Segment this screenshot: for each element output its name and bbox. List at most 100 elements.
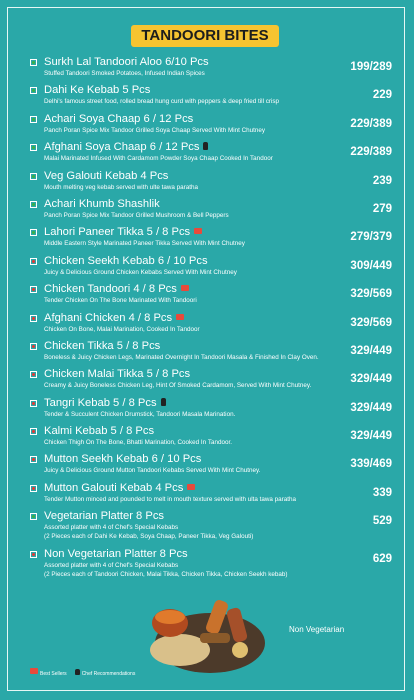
title: TANDOORI BITES xyxy=(131,25,279,47)
veg-mark xyxy=(30,115,37,123)
menu-item: Non Vegetarian Platter 8 Pcs Assorted pla… xyxy=(30,548,392,586)
item-name-text: Lahori Paneer Tikka 5 / 8 Pcs xyxy=(44,226,191,239)
menu-item: Chicken Seekh Kebab 6 / 10 Pcs Juicy & De… xyxy=(30,255,392,283)
item-name: Achari Soya Chaap 6 / 12 Pcs xyxy=(44,113,193,125)
item-price: 329/449 xyxy=(350,344,392,357)
mark-dot xyxy=(32,231,35,235)
menu-item: Tangri Kebab 5 / 8 Pcs Tender & Succulent… xyxy=(30,397,392,425)
bestseller-icon xyxy=(194,228,203,235)
nonveg-mark xyxy=(30,371,37,379)
veg-mark xyxy=(30,229,37,237)
legend-bestseller: Best Sellers xyxy=(30,668,67,677)
item-description: Delhi's famous street food, rolled bread… xyxy=(44,98,280,106)
item-description: Creamy & Juicy Boneless Chicken Leg, Hin… xyxy=(44,382,312,390)
item-description: Chicken Thigh On The Bone, Bhatti Marina… xyxy=(44,439,232,447)
item-name: Kalmi Kebab 5 / 8 Pcs xyxy=(44,425,154,437)
item-name: Achari Khumb Shashlik xyxy=(44,198,160,210)
item-price: 329/449 xyxy=(350,373,392,386)
menu-item: Dahi Ke Kebab 5 Pcs Delhi's famous street… xyxy=(30,84,392,112)
item-name-text: Chicken Tandoori 4 / 8 Pcs xyxy=(44,283,177,296)
item-note: (2 Pieces each of Tandoori Chicken, Mala… xyxy=(44,571,288,579)
legend-text: Chef Recommendations xyxy=(81,670,136,677)
item-name-text: Kalmi Kebab 5 / 8 Pcs xyxy=(44,425,155,438)
item-name: Dahi Ke Kebab 5 Pcs xyxy=(44,84,150,96)
mark-dot xyxy=(32,344,35,348)
chef-icon xyxy=(203,142,209,151)
item-name-text: Achari Khumb Shashlik xyxy=(44,197,160,210)
item-price: 309/449 xyxy=(350,259,392,272)
menu-list: Surkh Lal Tandoori Aloo 6/10 Pcs Stuffed … xyxy=(30,56,392,586)
nonveg-mark xyxy=(30,551,37,559)
menu-item: Afghani Soya Chaap 6 / 12 Pcs Malai Marin… xyxy=(30,141,392,169)
veg-mark xyxy=(30,200,37,208)
item-name: Chicken Tandoori 4 / 8 Pcs xyxy=(44,283,189,295)
item-price: 329/449 xyxy=(350,401,392,414)
item-description: Assorted platter with 4 of Chef's Specia… xyxy=(44,524,179,532)
item-name-text: Vegetarian Platter 8 Pcs xyxy=(44,510,165,523)
item-name-text: Chicken Seekh Kebab 6 / 10 Pcs xyxy=(44,254,208,267)
menu-item: Mutton Galouti Kebab 4 Pcs Tender Mutton … xyxy=(30,482,392,510)
item-price: 279/379 xyxy=(350,231,392,244)
mark-dot xyxy=(32,373,35,377)
item-name-text: Afghani Soya Chaap 6 / 12 Pcs xyxy=(44,141,200,154)
veg-mark xyxy=(30,59,37,66)
mark-dot xyxy=(32,259,35,263)
veg-mark xyxy=(30,513,37,521)
item-note: (2 Pieces each of Dahi Ke Kebab, Soya Ch… xyxy=(44,533,254,541)
item-description: Tender Mutton minced and pounded to melt… xyxy=(44,495,297,503)
mark-dot xyxy=(32,61,35,64)
item-price: 529 xyxy=(372,515,392,528)
item-name-text: Tangri Kebab 5 / 8 Pcs xyxy=(44,396,157,409)
bestseller-icon xyxy=(187,483,196,490)
menu-item: Achari Soya Chaap 6 / 12 Pcs Panch Poran … xyxy=(30,113,392,141)
item-price: 339 xyxy=(372,486,392,499)
nonveg-mark xyxy=(30,342,37,350)
item-description: Boneless & Juicy Chicken Legs, Marinated… xyxy=(44,353,319,361)
mark-dot xyxy=(32,553,35,557)
item-name: Mutton Seekh Kebab 6 / 10 Pcs xyxy=(44,453,201,465)
item-price: 229/389 xyxy=(350,117,392,130)
item-description: Tender Chicken On The Bone Marinated Wit… xyxy=(44,297,197,305)
item-description: Chicken On Bone, Malai Marination, Cooke… xyxy=(44,325,200,333)
menu-item: Afghani Chicken 4 / 8 Pcs Chicken On Bone… xyxy=(30,312,392,340)
item-name-text: Chicken Tikka 5 / 8 Pcs xyxy=(44,339,161,352)
item-name-text: Achari Soya Chaap 6 / 12 Pcs xyxy=(44,112,194,125)
item-description: Juicy & Delicious Ground Mutton Tandoori… xyxy=(44,467,261,475)
nonveg-mark xyxy=(30,456,37,464)
item-name: Surkh Lal Tandoori Aloo 6/10 Pcs xyxy=(44,56,209,68)
item-name-text: Mutton Seekh Kebab 6 / 10 Pcs xyxy=(44,453,202,466)
item-description: Malai Marinated Infused With Cardamom Po… xyxy=(44,155,273,163)
frame xyxy=(7,7,405,691)
item-price: 239 xyxy=(372,174,392,187)
item-name-text: Non Vegetarian Platter 8 Pcs xyxy=(44,548,188,561)
menu-item: Chicken Malai Tikka 5 / 8 Pcs Creamy & Ju… xyxy=(30,368,392,396)
item-name: Vegetarian Platter 8 Pcs xyxy=(44,510,164,522)
menu-item: Veg Galouti Kebab 4 Pcs Mouth melting veg… xyxy=(30,170,392,198)
item-name: Veg Galouti Kebab 4 Pcs xyxy=(44,170,168,182)
item-price: 279 xyxy=(372,202,392,215)
item-price: 229 xyxy=(372,89,392,102)
menu-item: Chicken Tandoori 4 / 8 Pcs Tender Chicken… xyxy=(30,283,392,311)
item-name: Lahori Paneer Tikka 5 / 8 Pcs xyxy=(44,226,203,239)
item-name: Chicken Seekh Kebab 6 / 10 Pcs xyxy=(44,255,208,267)
menu-item: Chicken Tikka 5 / 8 Pcs Boneless & Juicy … xyxy=(30,340,392,368)
item-price: 329/569 xyxy=(350,316,392,329)
item-description: Panch Poran Spice Mix Tandoor Grilled Mu… xyxy=(44,211,229,219)
item-description: Juicy & Delicious Ground Chicken Kebabs … xyxy=(44,268,237,276)
veg-mark xyxy=(30,144,37,152)
menu-item: Kalmi Kebab 5 / 8 Pcs Chicken Thigh On Th… xyxy=(30,425,392,453)
nonveg-mark xyxy=(30,257,37,265)
mark-dot xyxy=(32,486,35,490)
item-description: Mouth melting veg kebab served with ulte… xyxy=(44,183,199,191)
item-name-text: Chicken Malai Tikka 5 / 8 Pcs xyxy=(44,368,191,381)
item-description: Middle Eastern Style Marinated Paneer Ti… xyxy=(44,240,245,248)
veg-mark xyxy=(30,87,37,95)
item-name-text: Mutton Galouti Kebab 4 Pcs xyxy=(44,481,184,494)
mark-dot xyxy=(32,202,35,206)
nonveg-mark xyxy=(30,286,37,294)
item-price: 329/569 xyxy=(350,288,392,301)
mark-dot xyxy=(32,458,35,462)
item-name: Mutton Galouti Kebab 4 Pcs xyxy=(44,481,196,494)
item-name-text: Afghani Chicken 4 / 8 Pcs xyxy=(44,311,173,324)
mark-dot xyxy=(32,146,35,150)
